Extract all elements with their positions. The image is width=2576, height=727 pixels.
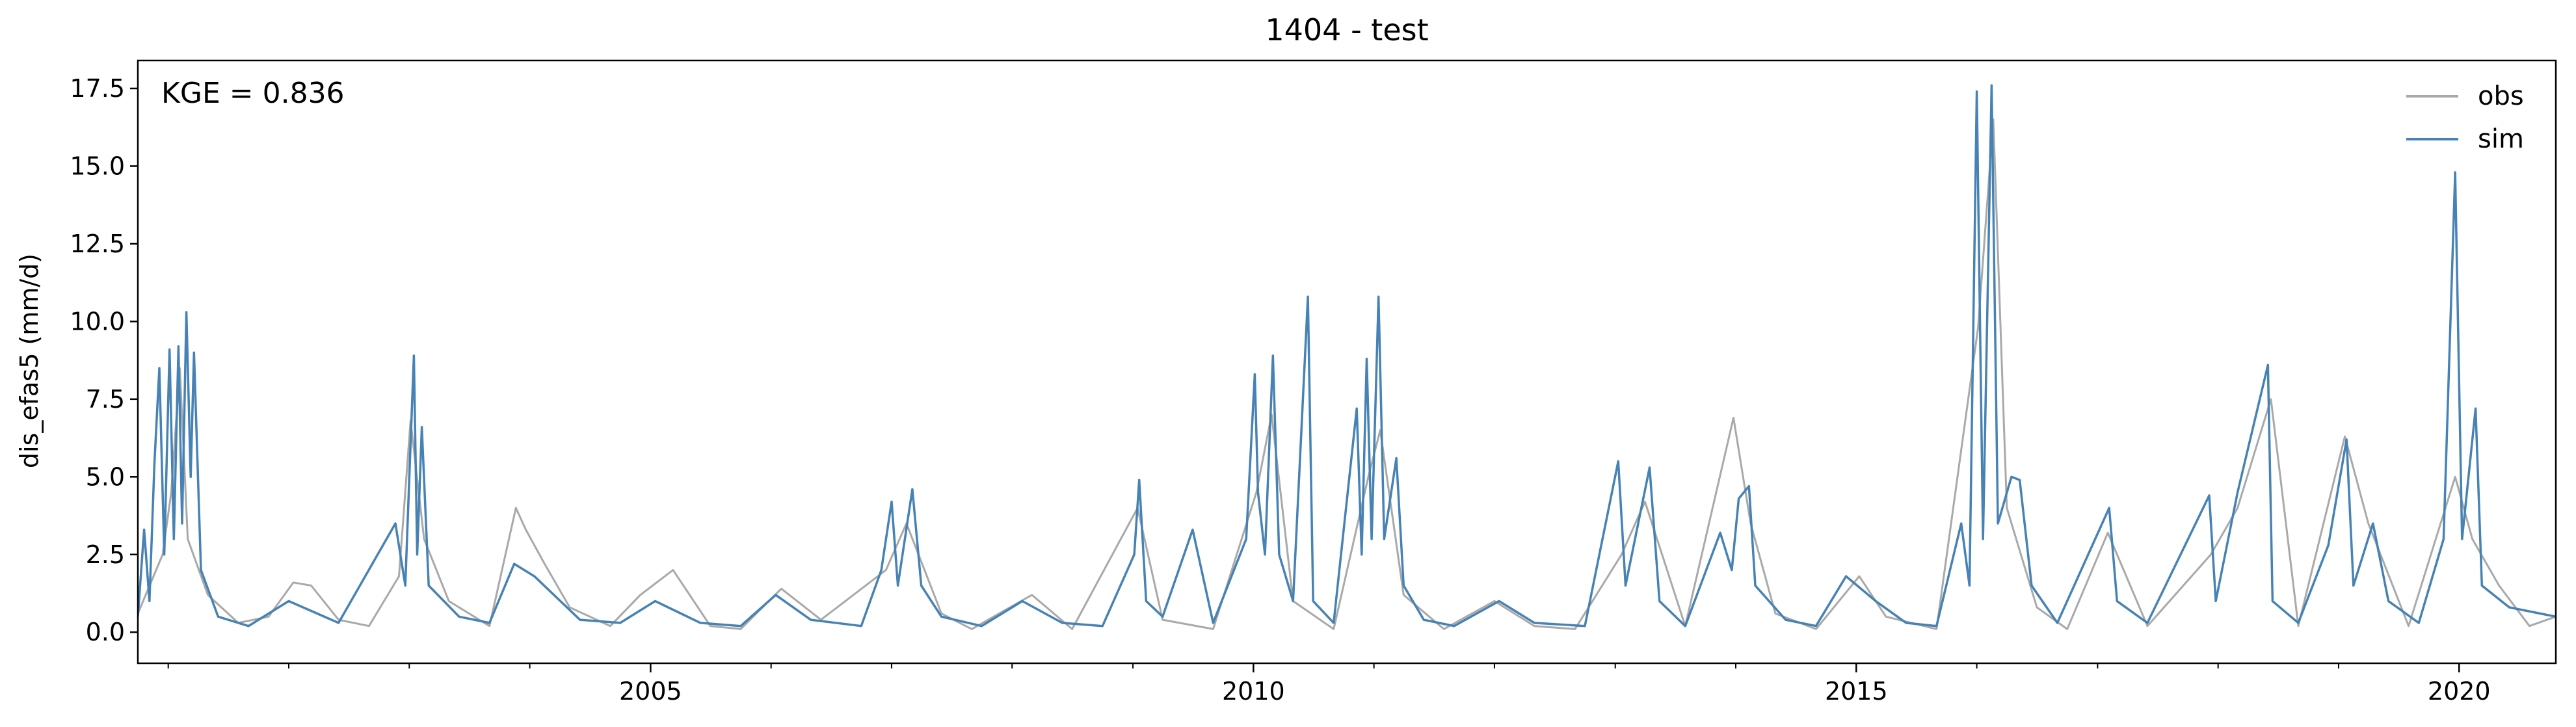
y-axis-label: dis_efas5 (mm/d) [15,254,44,468]
y-tick-label: 15.0 [70,152,125,180]
y-tick-label: 12.5 [70,230,125,258]
x-tick-label: 2010 [1222,677,1285,706]
legend-label-sim: sim [2478,124,2524,154]
series-line-obs [138,118,2556,630]
x-tick-label: 2020 [2428,677,2491,706]
plot-area-frame [137,59,2557,665]
y-tick-label: 2.5 [86,540,125,569]
chart-title: 1404 - test [1265,12,1428,47]
y-tick-label: 17.5 [70,74,125,103]
series-line-sim [138,84,2556,628]
y-tick-label: 7.5 [86,385,125,414]
x-tick-label: 2015 [1825,677,1888,706]
x-tick-label: 2005 [619,677,682,706]
y-tick-label: 0.0 [86,618,125,646]
legend-label-obs: obs [2478,81,2524,111]
kge-annotation: KGE = 0.836 [161,77,345,110]
legend: obs sim [2406,81,2524,154]
y-tick-label: 5.0 [86,462,125,491]
y-tick-label: 10.0 [70,307,125,336]
